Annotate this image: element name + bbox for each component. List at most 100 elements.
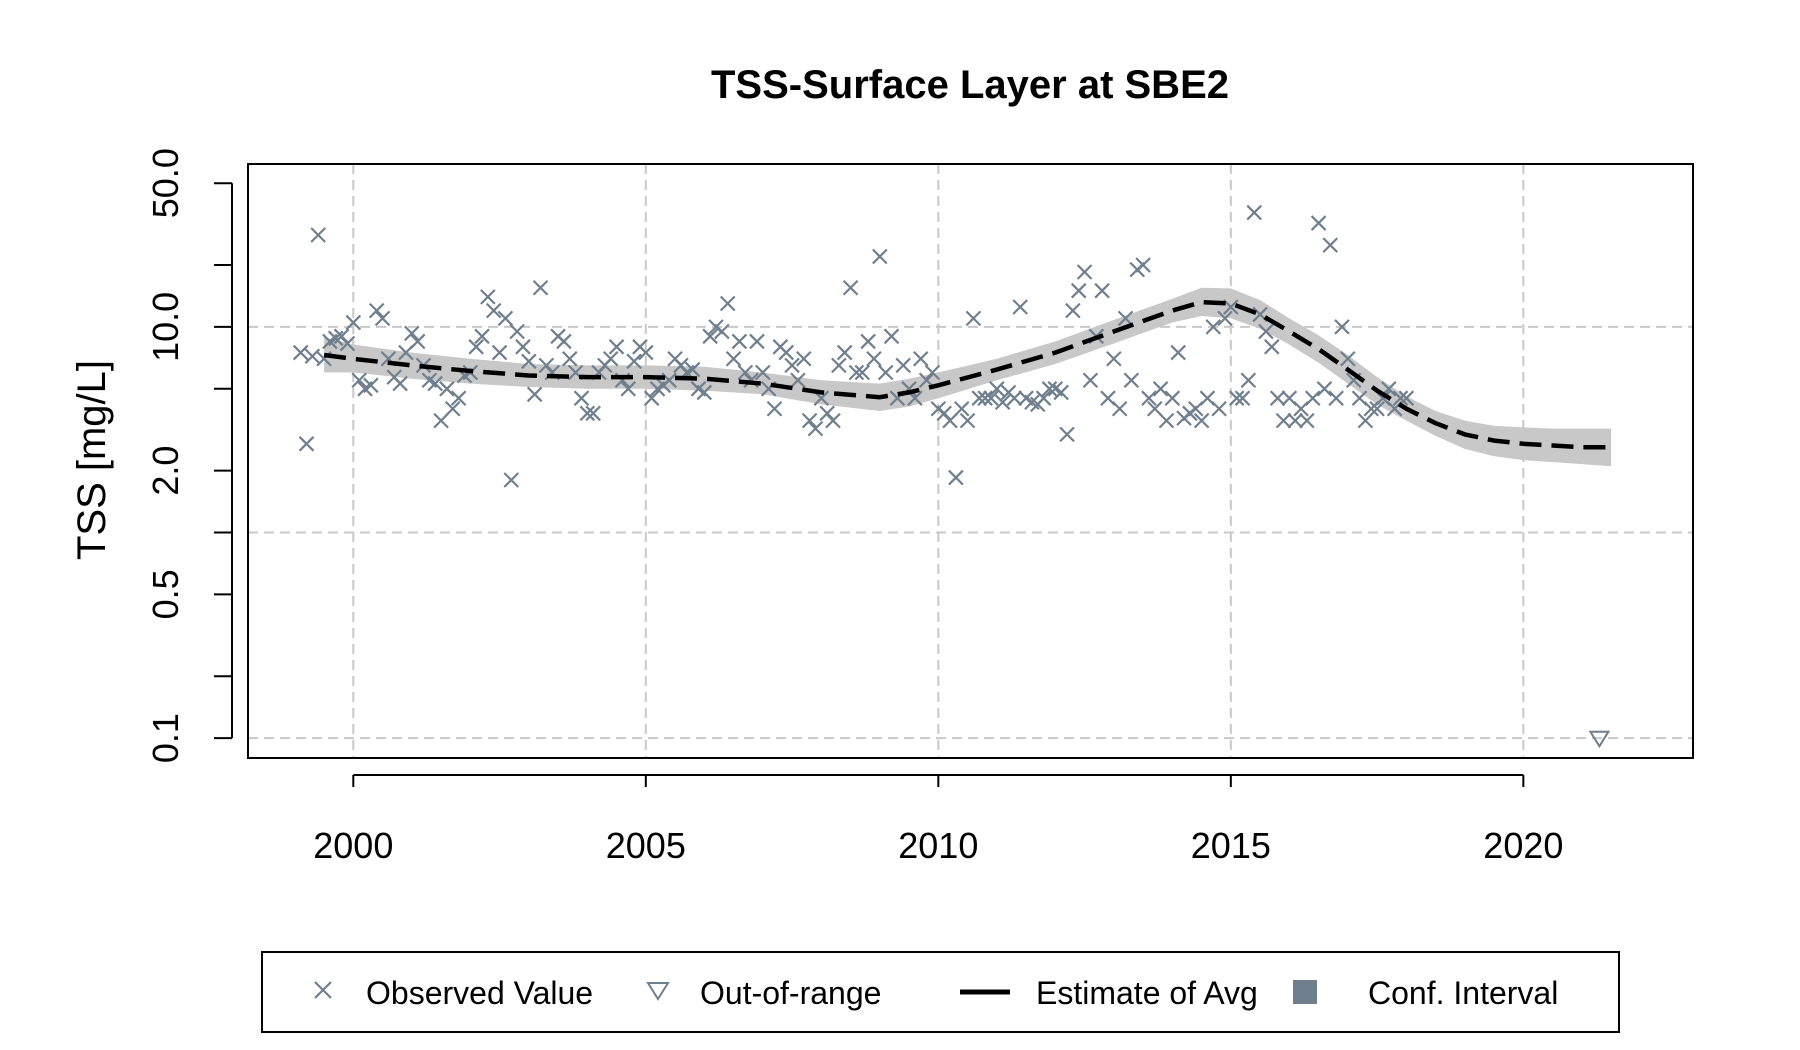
observed-point (1217, 310, 1233, 327)
observed-point (983, 390, 999, 406)
observed-point (485, 302, 502, 319)
observed-point (836, 344, 853, 361)
legend-cross-mark (314, 981, 332, 999)
observed-point (491, 344, 508, 361)
legend-item-out-of-range: Out-of-range (646, 975, 881, 1011)
y-tick-label: 50.0 (145, 148, 186, 218)
observed-point (444, 400, 461, 417)
observed-point (702, 328, 718, 345)
observed-point (807, 420, 824, 437)
observed-point (1269, 390, 1286, 406)
observed-point (1310, 215, 1327, 231)
observed-point (602, 350, 619, 367)
observed-point (497, 310, 514, 327)
observed-point (1158, 412, 1175, 429)
observed-point (872, 248, 888, 265)
observed-point (298, 436, 315, 452)
observed-point (561, 350, 578, 367)
legend-item-observed: Observed Value (314, 975, 593, 1011)
observed-point (784, 357, 800, 374)
x-tick-label: 2000 (313, 825, 393, 866)
observed-point (725, 350, 742, 367)
observed-point (854, 364, 871, 381)
observed-point (626, 353, 642, 370)
estimate-line (323, 299, 1612, 450)
observed-point (1041, 381, 1058, 397)
observed-point (1147, 400, 1163, 417)
observed-point (351, 372, 367, 389)
observed-point (532, 279, 549, 296)
observed-point (1334, 319, 1350, 335)
chart-title: TSS-Surface Layer at SBE2 (711, 63, 1229, 107)
legend-label-observed: Observed Value (366, 975, 593, 1011)
observed-point (1240, 372, 1257, 389)
observed-point (404, 325, 420, 342)
observed-point (895, 357, 912, 374)
x-tick-label: 2005 (606, 825, 686, 866)
observed-point (842, 279, 859, 296)
estimate-line-layer (323, 299, 1612, 450)
observed-point (468, 339, 484, 355)
observed-point (848, 364, 865, 381)
observed-point (439, 381, 455, 397)
legend-item-conf-interval: Conf. Interval (1293, 975, 1558, 1011)
observed-point (392, 375, 408, 392)
observed-point (959, 412, 976, 429)
observed-point (1082, 372, 1099, 389)
observed-point (790, 372, 806, 389)
observed-point (1070, 282, 1087, 299)
observed-point (719, 295, 736, 312)
legend-box (261, 951, 1620, 1033)
observed-point (409, 333, 426, 350)
observed-point (1152, 381, 1169, 397)
observed-point (1053, 384, 1069, 401)
observed-point (1398, 390, 1415, 406)
legend-label-out-of-range: Out-of-range (700, 975, 881, 1011)
observed-point (801, 412, 818, 429)
observed-point (977, 390, 993, 406)
observed-point (1234, 390, 1251, 406)
observed-point (795, 350, 812, 367)
x-axis: 2000 2005 2010 2015 2020 (313, 774, 1563, 866)
observed-point (1264, 339, 1280, 355)
observed-point (778, 344, 794, 361)
observed-point (515, 339, 531, 355)
observed-point (450, 390, 467, 406)
observed-point (556, 333, 572, 350)
observed-point (1246, 204, 1263, 221)
observed-point (1228, 390, 1245, 406)
out-of-range-point (1588, 730, 1611, 749)
observed-point (1076, 264, 1093, 280)
observed-point (643, 390, 660, 406)
observed-point (1392, 390, 1409, 406)
observed-point (953, 400, 970, 417)
observed-point (883, 328, 900, 345)
observed-point (310, 227, 326, 243)
observed-point (433, 412, 449, 429)
y-tick-label: 0.5 (145, 569, 186, 619)
observed-point (942, 412, 958, 429)
observed-point (1012, 299, 1029, 315)
observed-point (1123, 372, 1140, 389)
y-tick-label: 0.1 (145, 713, 186, 763)
legend-triangle-symbol (646, 982, 670, 1001)
observed-point (1006, 390, 1023, 406)
observed-point (474, 328, 490, 345)
observed-point (374, 310, 391, 327)
y-axis: 0.1 0.5 2.0 10.0 50.0 (145, 148, 233, 763)
y-axis-label: TSS [mg/L] (70, 360, 114, 560)
observed-point (1304, 390, 1321, 406)
observed-point (1111, 400, 1128, 417)
observed-point (1328, 390, 1344, 406)
x-tick-label: 2010 (898, 825, 978, 866)
x-tick-label: 2020 (1483, 825, 1563, 866)
observed-point (368, 302, 385, 319)
observed-point (1205, 319, 1222, 335)
observed-point (1035, 390, 1052, 406)
observed-point (1135, 257, 1151, 273)
observed-point (503, 472, 520, 488)
legend-label-conf-interval: Conf. Interval (1368, 975, 1558, 1011)
observed-point (573, 390, 590, 406)
observed-point (1193, 412, 1210, 429)
